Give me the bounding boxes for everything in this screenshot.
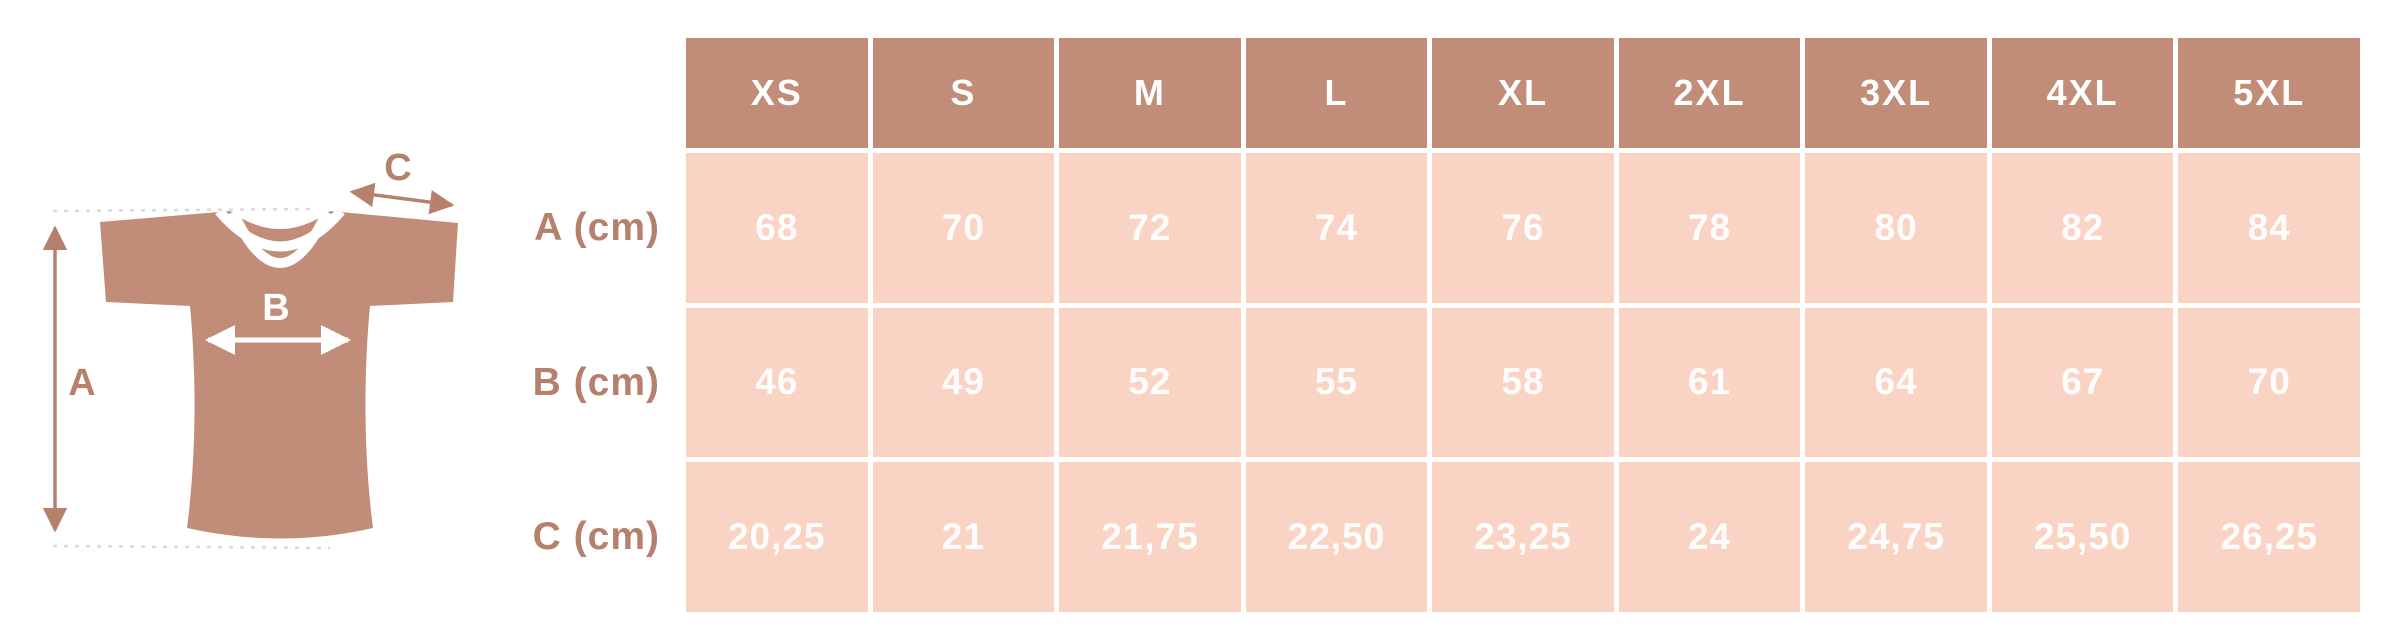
size-cell-a-l: 74 [1245, 153, 1428, 303]
size-cell-c-3xl: 24,75 [1805, 462, 1987, 612]
size-cell-a-3xl: 80 [1805, 153, 1987, 303]
collar-ribs [215, 211, 345, 268]
col-header-5xl: 5XL [2178, 38, 2360, 148]
row-label-b: B (cm) [532, 361, 660, 404]
size-cell-b-xs: 46 [686, 307, 868, 458]
size-cell-c-l: 22,50 [1245, 462, 1428, 612]
measure-label-c: C [384, 147, 411, 189]
size-cell-a-2xl: 78 [1618, 153, 1801, 303]
measure-label-b: B [262, 287, 289, 329]
size-cell-a-4xl: 82 [1991, 153, 2174, 303]
col-header-xl: XL [1432, 38, 1614, 148]
col-header-2xl: 2XL [1618, 38, 1801, 148]
size-cell-b-3xl: 64 [1805, 307, 1987, 458]
dotted-guide-top [52, 207, 311, 213]
tshirt-diagram: A B C [42, 147, 458, 550]
measure-label-a: A [68, 362, 95, 404]
size-cell-c-2xl: 24 [1618, 462, 1801, 612]
size-cell-a-xl: 76 [1432, 153, 1614, 303]
size-cell-b-5xl: 70 [2178, 307, 2360, 458]
size-table: XS S M L XL 2XL 3XL 4XL 5XL 68 70 72 74 … [686, 38, 2360, 612]
col-header-3xl: 3XL [1805, 38, 1987, 148]
size-cell-a-m: 72 [1059, 153, 1241, 303]
collar-arc-2 [228, 211, 332, 268]
col-header-s: S [872, 38, 1055, 148]
size-cell-c-m: 21,75 [1059, 462, 1241, 612]
size-cell-a-xs: 68 [686, 153, 868, 303]
col-header-xs: XS [686, 38, 868, 148]
size-cell-b-s: 49 [872, 307, 1055, 458]
size-cell-c-xl: 23,25 [1432, 462, 1614, 612]
size-cell-b-xl: 58 [1432, 307, 1614, 458]
row-label-c: C (cm) [532, 515, 660, 558]
col-header-l: L [1245, 38, 1428, 148]
dotted-guide-bottom [52, 544, 331, 550]
size-cell-a-5xl: 84 [2178, 153, 2360, 303]
col-header-m: M [1059, 38, 1241, 148]
measure-arrow-c [349, 182, 455, 215]
size-cell-c-s: 21 [872, 462, 1055, 612]
tshirt-shape [100, 211, 458, 539]
size-cell-a-s: 70 [872, 153, 1055, 303]
size-cell-b-l: 55 [1245, 307, 1428, 458]
size-cell-c-4xl: 25,50 [1991, 462, 2174, 612]
row-label-a: A (cm) [534, 206, 660, 249]
size-cell-c-5xl: 26,25 [2178, 462, 2360, 612]
size-cell-b-4xl: 67 [1991, 307, 2174, 458]
size-cell-c-xs: 20,25 [686, 462, 868, 612]
size-cell-b-2xl: 61 [1618, 307, 1801, 458]
col-header-4xl: 4XL [1991, 38, 2174, 148]
size-cell-b-m: 52 [1059, 307, 1241, 458]
collar-arc-1 [215, 211, 345, 252]
